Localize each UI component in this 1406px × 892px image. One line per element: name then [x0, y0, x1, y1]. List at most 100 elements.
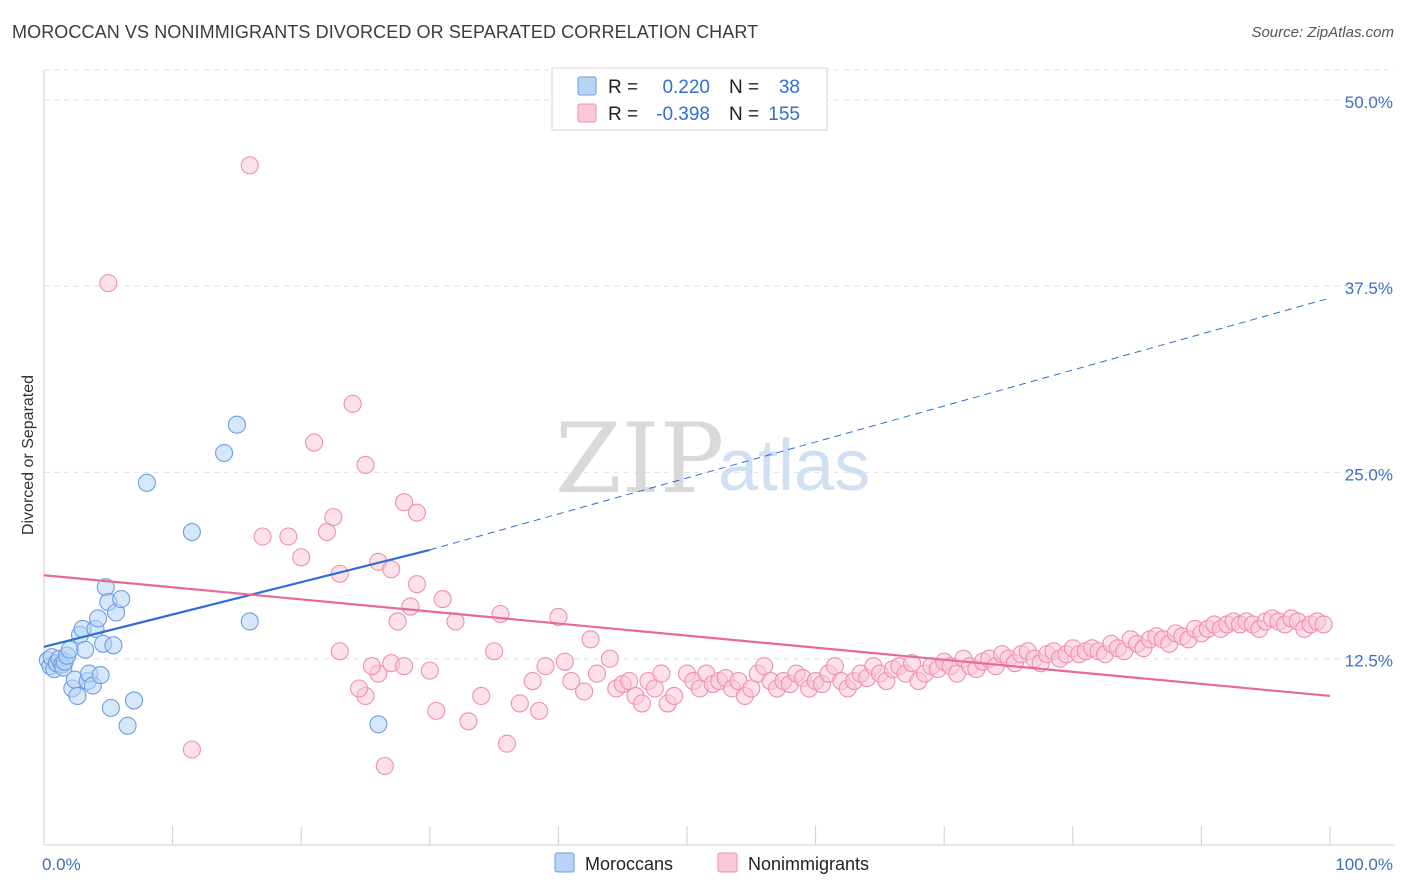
nonimmigrants-point: [388, 612, 407, 631]
legend-swatch-moroccans: [577, 76, 597, 96]
y-tick-labels: 12.5% 25.0% 37.5% 50.0%: [1345, 93, 1393, 671]
nonimmigrants-point: [575, 682, 594, 701]
nonimmigrants-point: [382, 560, 401, 579]
legend-n-moroccans: 38: [779, 77, 800, 98]
moroccans-point: [76, 640, 95, 659]
y-tick-label: 25.0%: [1345, 465, 1393, 484]
bottom-legend: Moroccans Nonimmigrants: [554, 852, 869, 874]
moroccans-point: [137, 473, 156, 492]
nonimmigrants-point: [497, 734, 517, 753]
bottom-legend-moroccans: Moroccans: [585, 854, 673, 874]
nonimmigrants-point: [350, 679, 369, 698]
nonimmigrants-point: [549, 607, 568, 627]
nonimmigrants-point: [510, 694, 529, 713]
nonimmigrants-trendline: [43, 574, 1331, 698]
nonimmigrants-point: [407, 503, 426, 522]
y-tick-label: 37.5%: [1345, 279, 1393, 298]
legend-r-nonimmigrants: -0.398: [656, 104, 710, 125]
nonimmigrants-point: [427, 701, 446, 720]
legend-n-label-2: N =: [729, 104, 759, 125]
nonimmigrants-point: [433, 590, 452, 609]
moroccans-point: [101, 698, 120, 717]
nonimmigrants-point: [620, 672, 639, 691]
x-tick-label-max: 100.0%: [1335, 855, 1393, 874]
moroccans-points: [38, 415, 388, 735]
legend-r-label-2: R =: [608, 104, 638, 125]
y-axis-title: Divorced or Separated: [20, 375, 37, 535]
nonimmigrants-point: [652, 664, 671, 683]
legend-r-label: R =: [608, 77, 638, 98]
nonimmigrants-point: [555, 652, 574, 671]
nonimmigrants-points: [99, 156, 1333, 776]
nonimmigrants-point: [362, 657, 381, 676]
moroccans-point: [104, 636, 123, 655]
x-tick-label-min: 0.0%: [42, 855, 81, 874]
y-tick-label: 50.0%: [1345, 93, 1393, 112]
moroccans-point: [369, 715, 388, 734]
nonimmigrants-point: [395, 657, 414, 676]
moroccans-point: [227, 415, 246, 434]
nonimmigrants-point: [279, 527, 298, 546]
nonimmigrants-point: [1314, 615, 1333, 634]
nonimmigrants-point: [825, 657, 844, 676]
trendlines: [43, 297, 1331, 698]
nonimmigrants-point: [420, 661, 439, 680]
nonimmigrants-point: [407, 575, 426, 594]
nonimmigrants-point: [401, 597, 420, 616]
nonimmigrants-point: [472, 686, 491, 706]
nonimmigrants-point: [305, 433, 324, 452]
moroccans-point: [88, 609, 108, 628]
nonimmigrants-point: [632, 694, 652, 713]
nonimmigrants-point: [600, 649, 619, 668]
axes: [43, 70, 1395, 846]
nonimmigrants-point: [343, 394, 362, 413]
moroccans-point: [124, 691, 144, 710]
nonimmigrants-point: [587, 664, 607, 683]
legend-r-moroccans: 0.220: [662, 77, 710, 98]
nonimmigrants-point: [581, 630, 600, 649]
nonimmigrants-point: [665, 686, 684, 706]
y-tick-label: 12.5%: [1345, 652, 1393, 671]
nonimmigrants-point: [459, 712, 478, 731]
nonimmigrants-point: [755, 657, 774, 676]
nonimmigrants-point: [324, 508, 343, 527]
nonimmigrants-point: [182, 740, 201, 759]
nonimmigrants-point: [99, 274, 118, 293]
chart-title: MOROCCAN VS NONIMMIGRANTS DIVORCED OR SE…: [12, 22, 759, 42]
watermark-atlas: atlas: [718, 426, 870, 506]
nonimmigrants-point: [645, 679, 664, 698]
moroccans-point: [240, 612, 259, 631]
nonimmigrants-point: [375, 756, 394, 776]
nonimmigrants-point: [292, 548, 311, 567]
legend-n-label: N =: [729, 77, 759, 98]
nonimmigrants-point: [536, 657, 555, 676]
nonimmigrants-point: [240, 156, 259, 175]
nonimmigrants-point: [485, 642, 504, 661]
top-legend: R = 0.220 N = 38 R = -0.398 N = 155: [551, 67, 828, 131]
bottom-legend-swatch-moroccans: [554, 852, 575, 873]
legend-swatch-nonimmigrants: [577, 103, 597, 123]
nonimmigrants-point: [562, 672, 581, 691]
nonimmigrants-point: [317, 522, 336, 542]
moroccans-point: [214, 443, 234, 463]
nonimmigrants-point: [530, 701, 549, 720]
nonimmigrants-point: [523, 672, 542, 691]
moroccans-point: [91, 666, 110, 685]
legend-n-nonimmigrants: 155: [768, 104, 800, 125]
nonimmigrants-point: [395, 493, 414, 512]
nonimmigrants-point: [742, 679, 761, 698]
moroccans-point: [118, 716, 137, 735]
legend-box: [551, 67, 828, 131]
nonimmigrants-point: [902, 654, 922, 673]
bottom-legend-swatch-nonimmigrants: [717, 852, 738, 873]
bottom-legend-nonimmigrants: Nonimmigrants: [748, 854, 869, 874]
moroccans-point: [182, 522, 201, 542]
watermark-zip: ZIP: [555, 403, 724, 515]
watermark: ZIP atlas: [555, 403, 870, 515]
moroccans-point: [68, 686, 87, 706]
source-label: Source: ZipAtlas.com: [1251, 24, 1394, 41]
moroccans-trendline: [43, 548, 431, 648]
nonimmigrants-point: [253, 527, 272, 546]
nonimmigrants-point: [356, 455, 375, 475]
